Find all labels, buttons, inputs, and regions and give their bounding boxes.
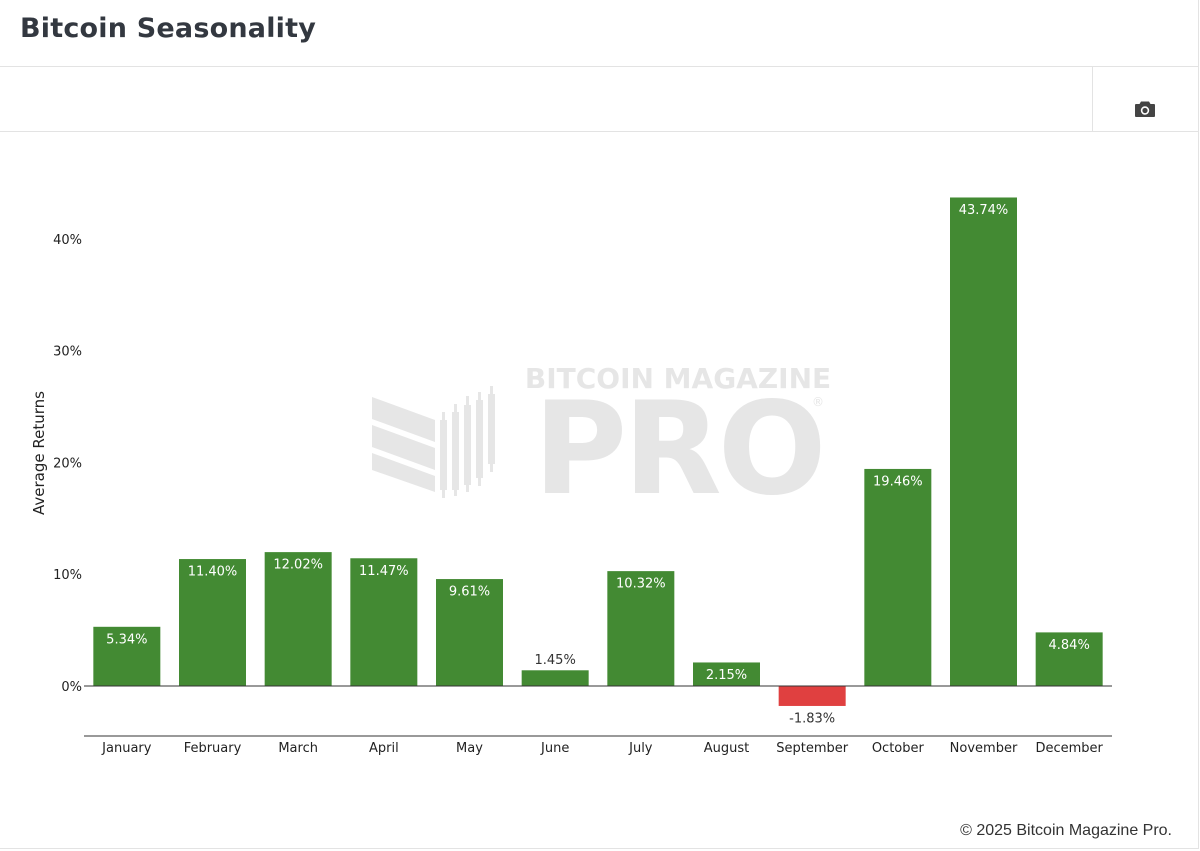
x-tick-label: December xyxy=(1035,741,1103,756)
x-axis: January February March April May June July Augu… xyxy=(101,741,1103,756)
y-axis-title: Average Returns xyxy=(30,391,48,515)
bar-april[interactable] xyxy=(349,557,419,687)
y-axis: 0% 10% 20% 30% 40% xyxy=(53,233,82,695)
page-title: Bitcoin Seasonality xyxy=(20,13,317,44)
bar-chart: BITCOIN MAGAZINE PRO ® Average Returns 0… xyxy=(30,196,1112,756)
x-tick-label: July xyxy=(628,741,653,756)
bar-value-label: 12.02% xyxy=(273,558,323,573)
bar-december[interactable] xyxy=(1034,631,1104,687)
chart-toolbar xyxy=(0,66,1198,132)
bar-november[interactable] xyxy=(949,196,1018,687)
x-tick-label: September xyxy=(776,741,849,756)
header: Bitcoin Seasonality xyxy=(0,0,1198,67)
watermark-line2: PRO xyxy=(533,375,822,524)
x-tick-label: November xyxy=(950,741,1018,756)
camera-icon xyxy=(1135,101,1155,117)
bar-value-label: 9.61% xyxy=(449,585,490,600)
bar-september[interactable] xyxy=(777,685,847,707)
bar-labels: 5.34% 11.40% 12.02% 11.47% 9.61% 1.45% 10.32% 2… xyxy=(106,203,1090,726)
copyright-text: © 2025 Bitcoin Magazine Pro. xyxy=(960,822,1172,839)
x-tick-label: March xyxy=(278,741,318,756)
bar-value-label: -1.83% xyxy=(789,711,835,726)
bar-value-label: 4.84% xyxy=(1049,638,1090,653)
bar-february[interactable] xyxy=(178,558,247,687)
bar-value-label: 2.15% xyxy=(706,668,747,683)
watermark: BITCOIN MAGAZINE PRO ® xyxy=(372,362,831,524)
bar-may[interactable] xyxy=(435,578,504,687)
y-tick-label: 30% xyxy=(53,345,82,360)
x-tick-label: May xyxy=(456,741,483,756)
download-image-button[interactable] xyxy=(1129,94,1161,124)
y-tick-label: 0% xyxy=(61,680,82,695)
bar-october[interactable] xyxy=(863,467,933,687)
bar-june[interactable] xyxy=(520,669,590,687)
watermark-registered: ® xyxy=(812,395,824,409)
bar-value-label: 10.32% xyxy=(616,577,666,592)
toolbar-divider xyxy=(1092,66,1093,131)
y-tick-label: 20% xyxy=(53,456,82,471)
y-tick-label: 40% xyxy=(53,233,82,248)
bar-value-label: 11.40% xyxy=(188,565,238,580)
x-tick-label: April xyxy=(369,741,399,756)
bar-value-label: 43.74% xyxy=(959,203,1009,218)
bar-value-label: 19.46% xyxy=(873,474,923,489)
x-tick-label: February xyxy=(184,741,242,756)
watermark-line1: BITCOIN MAGAZINE xyxy=(525,362,831,395)
x-tick-label: June xyxy=(540,741,569,756)
x-tick-label: January xyxy=(101,741,152,756)
bar-august[interactable] xyxy=(692,661,761,687)
x-tick-label: August xyxy=(704,741,750,756)
bar-value-label: 5.34% xyxy=(106,632,147,647)
watermark-logo-icon xyxy=(372,386,495,498)
bar-january[interactable] xyxy=(92,625,162,687)
x-tick-label: October xyxy=(872,741,925,756)
bar-value-label: 11.47% xyxy=(359,564,409,579)
y-tick-label: 10% xyxy=(53,568,82,583)
bar-value-label: 1.45% xyxy=(535,653,576,668)
